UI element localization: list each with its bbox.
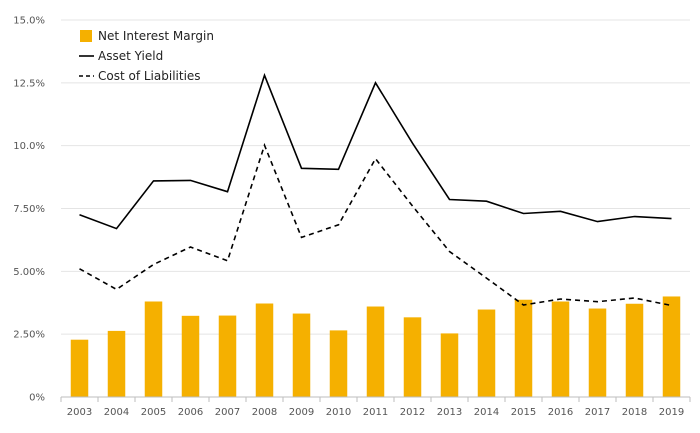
- y-tick-label: 5.00%: [13, 267, 45, 278]
- x-tick-label: 2013: [437, 407, 462, 418]
- x-tick-label: 2009: [289, 407, 314, 418]
- cost-of-liabilities-line: [79, 142, 672, 307]
- y-axis-ticks: 0% 2.50% 5.00% 7.50% 10.0% 12.5% 15.0%: [13, 16, 45, 404]
- bar-2006: [181, 315, 200, 397]
- legend-swatch-net-interest-margin: [80, 30, 92, 42]
- bar-2004: [107, 330, 126, 397]
- bar-2019: [662, 296, 681, 397]
- bar-2007: [218, 315, 237, 397]
- x-tick-label: 2005: [141, 407, 166, 418]
- bar-2014: [477, 309, 496, 397]
- x-tick-label: 2012: [400, 407, 425, 418]
- bar-2005: [144, 301, 163, 397]
- gridlines: [61, 19, 690, 335]
- bar-2015: [514, 299, 533, 397]
- x-tick-label: 2011: [363, 407, 388, 418]
- x-tick-label: 2016: [548, 407, 573, 418]
- bar-2010: [329, 330, 348, 397]
- bar-2008: [255, 303, 274, 397]
- x-tick-label: 2003: [67, 407, 92, 418]
- x-tick-label: 2017: [585, 407, 610, 418]
- x-tick-label: 2014: [474, 407, 499, 418]
- y-tick-label: 2.50%: [13, 330, 45, 341]
- bar-2009: [292, 313, 311, 397]
- legend-label-asset-yield: Asset Yield: [98, 49, 163, 63]
- x-tick-label: 2015: [511, 407, 536, 418]
- x-tick-label: 2004: [104, 407, 129, 418]
- x-tick-label: 2008: [252, 407, 277, 418]
- x-tick-label: 2018: [622, 407, 647, 418]
- y-tick-label: 12.5%: [13, 78, 45, 89]
- lines: [79, 72, 672, 307]
- bars: [70, 296, 681, 397]
- bar-2017: [588, 308, 607, 397]
- x-tick-label: 2007: [215, 407, 240, 418]
- x-tick-label: 2006: [178, 407, 203, 418]
- bar-2018: [625, 303, 644, 397]
- legend: Net Interest Margin Asset Yield Cost of Li…: [79, 29, 214, 83]
- y-tick-label: 10.0%: [13, 141, 45, 152]
- y-tick-label: 15.0%: [13, 16, 45, 27]
- x-tick-label: 2019: [659, 407, 684, 418]
- legend-label-net-interest-margin: Net Interest Margin: [98, 29, 214, 43]
- y-tick-label: 7.50%: [13, 204, 45, 215]
- bar-2011: [366, 306, 385, 397]
- bar-2013: [440, 333, 459, 397]
- bar-2003: [70, 339, 89, 397]
- bar-2012: [403, 317, 422, 397]
- y-tick-label: 0%: [29, 393, 45, 404]
- asset-yield-line: [79, 72, 672, 230]
- x-tick-label: 2010: [326, 407, 351, 418]
- legend-label-cost-of-liabilities: Cost of Liabilities: [98, 69, 201, 83]
- bar-2016: [551, 301, 570, 397]
- x-axis: 2003 2004 2005 2006 2007 2008 2009 2010 2011 2012…: [60, 396, 691, 418]
